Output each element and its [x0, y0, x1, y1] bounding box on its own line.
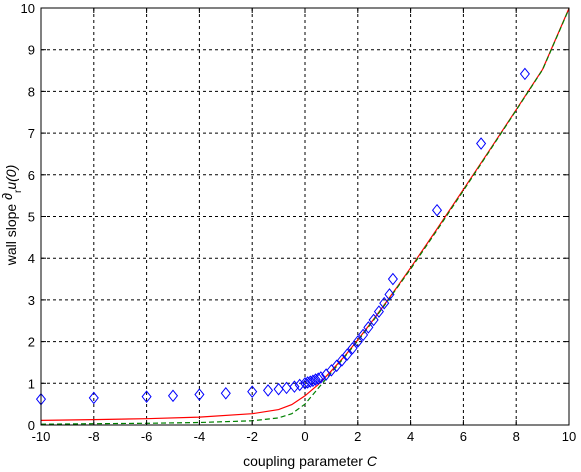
y-tick-label: 4	[28, 251, 35, 266]
y-tick-label: 2	[28, 335, 35, 350]
data-point-diamond	[247, 385, 258, 398]
data-point-diamond	[273, 382, 284, 396]
data-point-diamond	[373, 305, 384, 318]
y-tick-label: 8	[28, 84, 35, 99]
data-point-diamond	[88, 391, 99, 405]
data-point-diamond	[281, 381, 292, 395]
x-tick-label: 2	[354, 429, 361, 444]
y-tick-label: 6	[28, 168, 35, 183]
x-tick-label: -10	[32, 429, 51, 444]
data-point-diamond	[387, 272, 398, 286]
y-tick-label: 5	[28, 210, 35, 225]
data-point-diamond	[313, 372, 324, 386]
data-point-diamond	[342, 348, 353, 361]
x-tick-label: -2	[246, 429, 258, 444]
data-point-diamond	[368, 313, 379, 327]
data-point-diamond	[331, 359, 342, 373]
data-point-diamond	[336, 354, 348, 367]
series-layer	[35, 8, 570, 425]
x-tick-label: 6	[460, 429, 467, 444]
data-point-diamond	[289, 380, 300, 393]
x-axis-label: coupling parameter C	[243, 453, 378, 469]
data-point-diamond	[305, 375, 316, 388]
x-tick-label: 8	[513, 429, 520, 444]
data-point-diamond	[167, 389, 179, 403]
data-point-diamond	[431, 203, 443, 217]
data-point-diamond	[384, 288, 395, 301]
data-point-diamond	[315, 371, 326, 384]
data-point-diamond	[476, 137, 487, 150]
y-tick-label: 10	[21, 1, 35, 16]
data-point-diamond	[294, 378, 305, 392]
y-axis-label: wall slope ∂ru(0)	[0, 165, 24, 267]
data-point-diamond	[307, 374, 318, 388]
data-point-diamond	[352, 335, 363, 348]
x-tick-label: -8	[88, 429, 100, 444]
data-point-diamond	[363, 321, 374, 334]
x-tick-label: 0	[301, 429, 308, 444]
data-point-diamond	[220, 387, 231, 400]
data-point-diamond	[299, 376, 311, 390]
grid-lines	[41, 8, 569, 425]
y-tick-label: 9	[28, 43, 35, 58]
x-tick-label: 4	[407, 429, 414, 444]
x-tick-label: -4	[194, 429, 206, 444]
y-tick-label: 1	[28, 376, 35, 391]
data-point-diamond	[262, 384, 274, 397]
series-line-1	[40, 8, 570, 425]
y-tick-label: 7	[28, 126, 35, 141]
y-tick-label: 0	[28, 418, 35, 433]
data-point-diamond	[358, 328, 369, 342]
axis-ticks: -10 -8 -6 -4 -2 0 2 4 6 8 10 0 1 2 3 4 5 6 7 8 9 10	[21, 1, 577, 444]
data-point-diamond	[194, 388, 205, 401]
x-tick-label: 10	[562, 429, 576, 444]
data-point-diamond	[519, 67, 530, 81]
data-point-diamond	[310, 373, 321, 386]
data-point-diamond	[379, 296, 390, 310]
data-point-diamond	[302, 376, 313, 389]
y-tick-label: 3	[28, 293, 35, 308]
data-point-diamond	[141, 390, 152, 403]
data-point-diamond	[347, 341, 358, 355]
x-tick-label: -6	[141, 429, 153, 444]
